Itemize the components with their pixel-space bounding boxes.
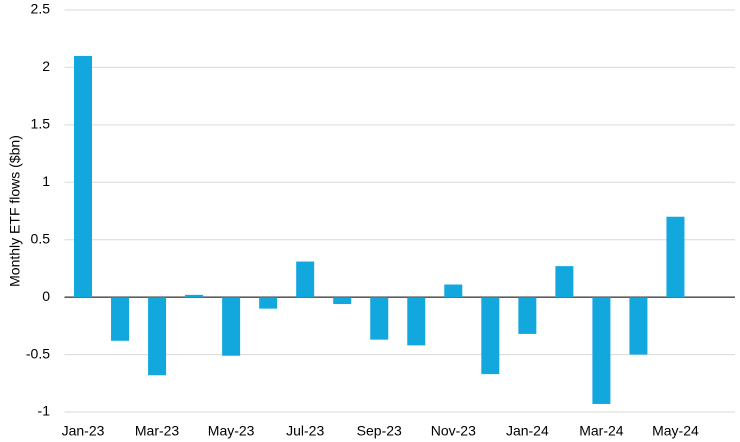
bar [370, 297, 389, 340]
x-tick-label: Nov-23 [431, 423, 476, 439]
y-tick-label: 2 [42, 58, 50, 74]
bar [148, 297, 167, 376]
y-axis-label: Monthly ETF flows ($bn) [7, 135, 23, 287]
x-tick-label: Jan-23 [62, 423, 105, 439]
bar [74, 55, 93, 298]
x-tick-label: Sep-23 [357, 423, 402, 439]
bar [666, 216, 685, 298]
bar [333, 297, 352, 305]
y-tick-label: 1.5 [31, 116, 51, 132]
y-tick-label: -1 [38, 403, 51, 419]
x-tick-label: May-24 [652, 423, 699, 439]
bar [518, 297, 537, 334]
y-tick-label: -0.5 [26, 345, 50, 361]
bar [444, 284, 463, 298]
bar [407, 297, 426, 346]
x-tick-label: Jul-23 [286, 423, 324, 439]
y-tick-label: 2.5 [31, 1, 51, 17]
x-tick-label: Mar-23 [135, 423, 180, 439]
bar [111, 297, 130, 341]
bar [555, 266, 574, 298]
x-tick-label: May-23 [208, 423, 255, 439]
bar [222, 297, 241, 356]
y-tick-label: 0.5 [31, 230, 51, 246]
x-tick-label: Mar-24 [579, 423, 624, 439]
bar [592, 297, 611, 404]
bar [481, 297, 500, 375]
bar [296, 261, 315, 298]
bar [259, 297, 278, 309]
bar [629, 297, 648, 355]
y-tick-label: 0 [42, 288, 50, 304]
bar [185, 294, 204, 298]
x-tick-label: Jan-24 [506, 423, 549, 439]
y-tick-label: 1 [42, 173, 50, 189]
